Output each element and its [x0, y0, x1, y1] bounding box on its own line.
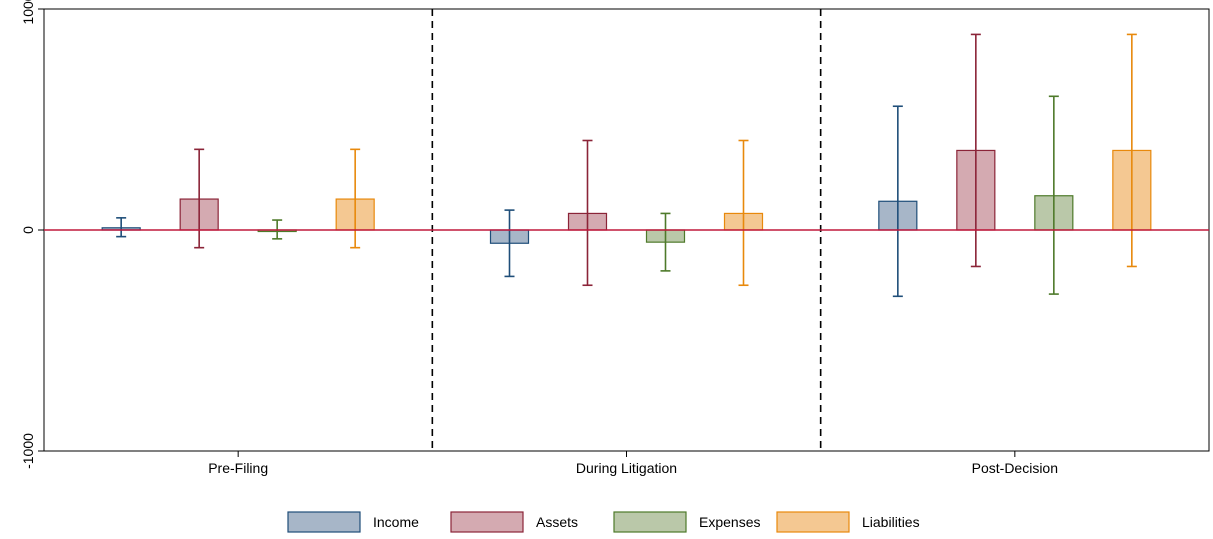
legend-swatch	[776, 511, 850, 533]
x-tick-label: During Litigation	[576, 460, 677, 476]
x-tick-label: Pre-Filing	[208, 460, 268, 476]
y-tick-label: 0	[20, 226, 36, 234]
plot-area: -1000 0 1000 Pre-Filing During Litigation Pos…	[20, 0, 1210, 476]
legend-label: Expenses	[699, 514, 760, 530]
legend-label: Liabilities	[862, 514, 920, 530]
legend-label: Assets	[536, 514, 578, 530]
y-tick-label: -1000	[20, 433, 36, 469]
legend: Income Assets Expenses Liabilities	[287, 511, 920, 533]
x-tick-label: Post-Decision	[972, 460, 1058, 476]
legend-swatch	[450, 511, 524, 533]
legend-swatch	[287, 511, 361, 533]
legend-swatch	[613, 511, 687, 533]
legend-label: Income	[373, 514, 419, 530]
y-tick-label: 1000	[20, 0, 36, 25]
